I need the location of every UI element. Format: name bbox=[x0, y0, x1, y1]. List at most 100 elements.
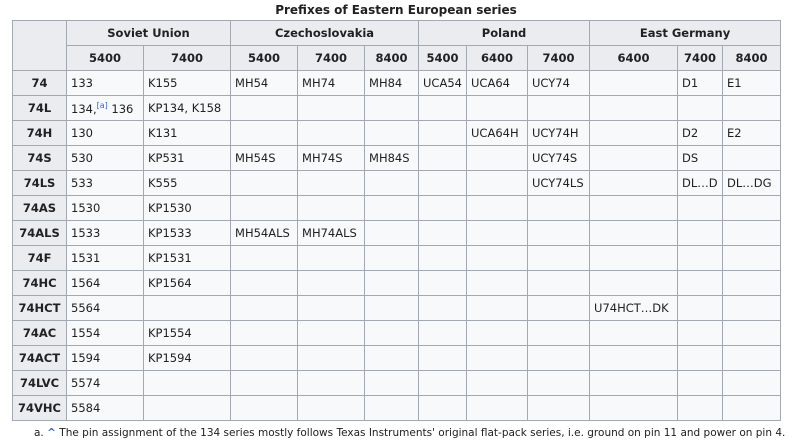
empty-cell bbox=[418, 320, 468, 346]
empty-cell bbox=[364, 320, 420, 346]
table-cell: K155 bbox=[142, 70, 232, 96]
empty-cell bbox=[527, 295, 591, 321]
table-row: 74ACT 1594 KP1594 bbox=[12, 345, 782, 371]
footnote-backlink[interactable]: ^ bbox=[47, 427, 56, 439]
empty-cell bbox=[677, 320, 724, 346]
empty-cell bbox=[722, 370, 782, 396]
empty-cell bbox=[589, 370, 679, 396]
empty-cell bbox=[297, 370, 366, 396]
table-cell: D2 bbox=[677, 120, 724, 146]
empty-cell bbox=[230, 195, 299, 221]
column-header: 5400 bbox=[66, 45, 144, 71]
empty-cell bbox=[589, 120, 679, 146]
table-cell: UCY74H bbox=[527, 120, 591, 146]
empty-cell bbox=[418, 270, 468, 296]
table-cell: 1530 bbox=[66, 195, 144, 221]
table-row: 74ALS 1533 KP1533 MH54ALS MH74ALS bbox=[12, 220, 782, 246]
empty-cell bbox=[297, 95, 366, 121]
table-cell: 130 bbox=[66, 120, 144, 146]
column-header: 7400 bbox=[677, 45, 724, 71]
table-row: 74AS 1530 KP1530 bbox=[12, 195, 782, 221]
group-header: Poland bbox=[418, 20, 591, 46]
table-row: 74F 1531 KP1531 bbox=[12, 245, 782, 271]
table-cell: 1564 bbox=[66, 270, 144, 296]
empty-cell bbox=[589, 70, 679, 96]
empty-cell bbox=[722, 245, 782, 271]
table-cell: DS bbox=[677, 145, 724, 171]
empty-cell bbox=[418, 370, 468, 396]
empty-cell bbox=[418, 220, 468, 246]
empty-cell bbox=[230, 395, 299, 421]
table-cell: KP531 bbox=[142, 145, 232, 171]
empty-cell bbox=[142, 370, 232, 396]
empty-cell bbox=[589, 395, 679, 421]
empty-cell bbox=[230, 95, 299, 121]
table-row: 74 133 K155 MH54 MH74 MH84 UCA54 UCA64 UCY74 D1 E1 bbox=[12, 70, 782, 96]
empty-cell bbox=[589, 320, 679, 346]
footnote-text: The pin assignment of the 134 series mos… bbox=[59, 427, 786, 439]
empty-cell bbox=[230, 120, 299, 146]
empty-cell bbox=[527, 345, 591, 371]
empty-cell bbox=[527, 395, 591, 421]
table-row: 74HCT 5564 U74HCT…DK bbox=[12, 295, 782, 321]
empty-cell bbox=[418, 170, 468, 196]
empty-cell bbox=[364, 120, 420, 146]
column-header: 7400 bbox=[527, 45, 591, 71]
table-cell: 533 bbox=[66, 170, 144, 196]
row-header: 74HCT bbox=[12, 295, 67, 321]
empty-cell bbox=[466, 320, 529, 346]
empty-cell bbox=[677, 270, 724, 296]
column-header: 8400 bbox=[722, 45, 782, 71]
empty-cell bbox=[722, 320, 782, 346]
empty-cell bbox=[466, 370, 529, 396]
empty-cell bbox=[466, 245, 529, 271]
table-cell: MH54S bbox=[230, 145, 299, 171]
empty-cell bbox=[466, 195, 529, 221]
empty-cell bbox=[364, 345, 420, 371]
empty-cell bbox=[418, 145, 468, 171]
row-header: 74H bbox=[12, 120, 67, 146]
empty-cell bbox=[418, 120, 468, 146]
column-header: 8400 bbox=[364, 45, 420, 71]
empty-cell bbox=[230, 295, 299, 321]
table-caption: Prefixes of Eastern European series bbox=[275, 3, 517, 17]
table-cell: MH74ALS bbox=[297, 220, 366, 246]
empty-cell bbox=[677, 95, 724, 121]
empty-cell bbox=[677, 245, 724, 271]
empty-cell bbox=[418, 95, 468, 121]
table-cell: 1531 bbox=[66, 245, 144, 271]
table-row: 74LVC 5574 bbox=[12, 370, 782, 396]
row-header: 74ACT bbox=[12, 345, 67, 371]
table-cell: 133 bbox=[66, 70, 144, 96]
empty-cell bbox=[466, 395, 529, 421]
empty-cell bbox=[527, 95, 591, 121]
table-cell: 530 bbox=[66, 145, 144, 171]
table-cell: UCA64H bbox=[466, 120, 529, 146]
empty-cell bbox=[418, 245, 468, 271]
table-cell: 1594 bbox=[66, 345, 144, 371]
footnote-label: a. bbox=[34, 427, 44, 439]
empty-cell bbox=[230, 320, 299, 346]
column-header: 7400 bbox=[142, 45, 232, 71]
empty-cell bbox=[297, 270, 366, 296]
empty-cell bbox=[364, 295, 420, 321]
table-cell: 5584 bbox=[66, 395, 144, 421]
table-row: 74S 530 KP531 MH54S MH74S MH84S UCY74S DS bbox=[12, 145, 782, 171]
footnote-ref[interactable]: [a] bbox=[96, 100, 108, 110]
table-row: 74H 130 K131 UCA64H UCY74H D2 E2 bbox=[12, 120, 782, 146]
empty-cell bbox=[466, 220, 529, 246]
empty-cell bbox=[297, 245, 366, 271]
column-header: 7400 bbox=[297, 45, 366, 71]
table-row: 74VHC 5584 bbox=[12, 395, 782, 421]
empty-cell bbox=[230, 270, 299, 296]
table-cell: UCY74 bbox=[527, 70, 591, 96]
empty-cell bbox=[677, 370, 724, 396]
table-cell: MH84S bbox=[364, 145, 420, 171]
empty-cell bbox=[364, 395, 420, 421]
empty-cell bbox=[527, 245, 591, 271]
empty-cell bbox=[722, 95, 782, 121]
table-cell: KP1531 bbox=[142, 245, 232, 271]
table-cell: UCA54 bbox=[418, 70, 468, 96]
empty-cell bbox=[297, 320, 366, 346]
